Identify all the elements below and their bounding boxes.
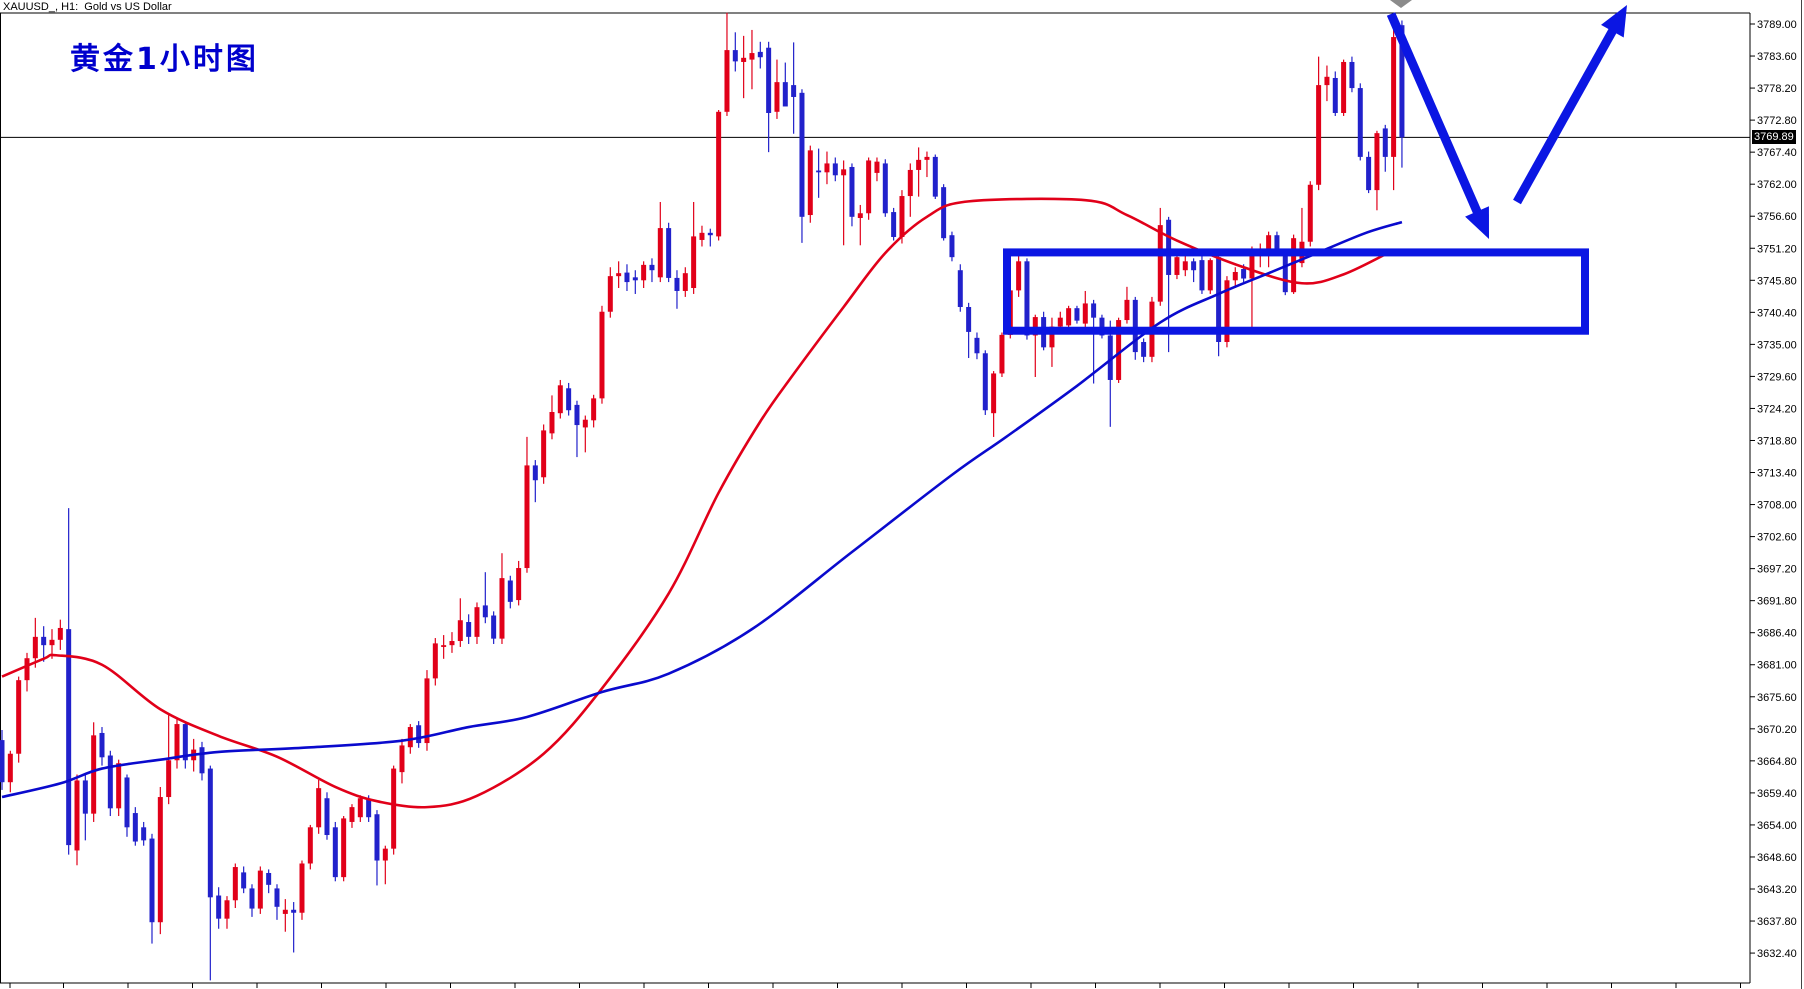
- price-tick-label: 3659.40: [1757, 788, 1797, 800]
- symbol-label: XAUUSD_, H1: Gold vs US Dollar: [3, 1, 172, 13]
- price-tick-label: 3637.80: [1757, 916, 1797, 928]
- price-tick-label: 3691.80: [1757, 596, 1797, 608]
- price-axis: 3789.00 3783.60 3778.20 3772.80 3767.40 3762.…: [1750, 19, 1797, 960]
- price-tick-label: 3697.20: [1757, 564, 1797, 576]
- price-tick-label: 3675.60: [1757, 692, 1797, 704]
- chart-title-annotation: 黄金1小时图: [70, 42, 259, 77]
- price-tick-label: 3702.60: [1757, 532, 1797, 544]
- price-tick-label: 3708.00: [1757, 500, 1797, 512]
- price-tick-label: 3762.00: [1757, 179, 1797, 191]
- trend-arrows[interactable]: [1386, 5, 1627, 239]
- time-axis-ticks: [9, 983, 1741, 988]
- price-tick-label: 3729.60: [1757, 371, 1797, 383]
- price-tick-label: 3718.80: [1757, 435, 1797, 447]
- price-tick-label: 3648.60: [1757, 852, 1797, 864]
- price-tick-label: 3735.00: [1757, 339, 1797, 351]
- price-tick-label: 3778.20: [1757, 83, 1797, 95]
- price-tick-label: 3654.00: [1757, 820, 1797, 832]
- price-tick-label: 3724.20: [1757, 403, 1797, 415]
- price-tick-label: 3664.80: [1757, 756, 1797, 768]
- price-tick-label: 3681.00: [1757, 660, 1797, 672]
- price-tick-label: 3789.00: [1757, 19, 1797, 31]
- price-tick-label: 3632.40: [1757, 948, 1797, 960]
- price-tick-label: 3670.20: [1757, 724, 1797, 736]
- price-tick-label: 3686.40: [1757, 628, 1797, 640]
- price-tick-label: 3740.40: [1757, 307, 1797, 319]
- price-tick-label: 3756.60: [1757, 211, 1797, 223]
- current-price-badge: 3769.89: [1752, 130, 1796, 145]
- candles-layer: [0, 12, 1405, 981]
- price-tick-label: 3767.40: [1757, 147, 1797, 159]
- price-tick-label: 3751.20: [1757, 243, 1797, 255]
- price-tick-label: 3772.80: [1757, 115, 1797, 127]
- price-tick-label: 3713.40: [1757, 468, 1797, 480]
- ma-red: [1, 197, 1395, 809]
- price-tick-label: 3745.80: [1757, 275, 1797, 287]
- support-zone-rectangle[interactable]: [1003, 248, 1589, 335]
- shift-marker-icon: [1390, 0, 1412, 8]
- price-tick-label: 3783.60: [1757, 51, 1797, 63]
- ma-blue: [1, 220, 1403, 799]
- price-tick-label: 3643.20: [1757, 884, 1797, 896]
